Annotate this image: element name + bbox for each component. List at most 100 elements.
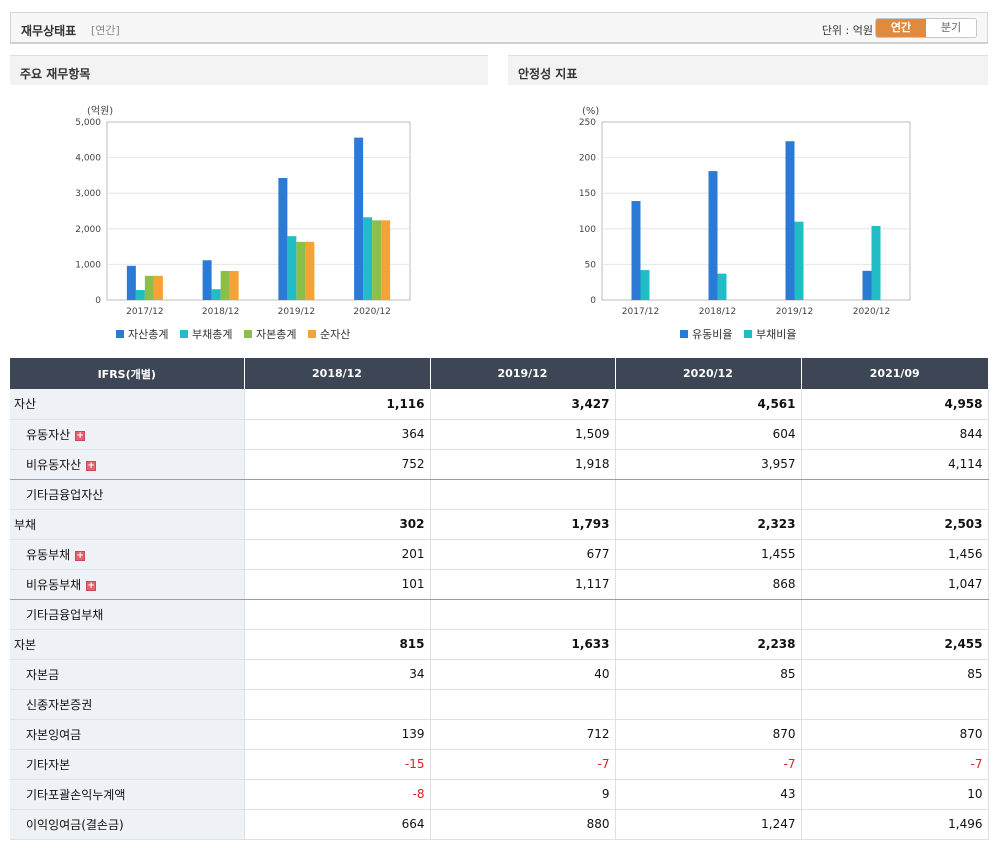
row-label-cell: 자산: [10, 389, 245, 420]
value-cell: 3,427: [430, 389, 616, 420]
legend-swatch: [744, 330, 752, 338]
value-cell: 880: [430, 809, 616, 840]
bar: [202, 260, 212, 300]
value-cell: 2,238: [615, 629, 802, 660]
value-cell: 364: [244, 419, 431, 450]
expand-plus-icon[interactable]: +: [86, 460, 97, 471]
legend-label: 자본총계: [256, 328, 296, 341]
value-cell: 85: [615, 659, 802, 690]
expand-plus-icon[interactable]: +: [75, 430, 86, 441]
value-cell: 712: [430, 719, 616, 750]
value-cell: [615, 599, 802, 630]
bar: [640, 270, 650, 300]
x-tick-label: 2020/12: [353, 307, 390, 317]
value-cell: 4,114: [801, 449, 989, 480]
value-cell: [801, 479, 989, 510]
value-cell: 2,455: [801, 629, 989, 660]
y-tick-label: 3,000: [75, 189, 101, 199]
x-tick-label: 2019/12: [776, 307, 813, 317]
stability-title: 안정성 지표: [508, 55, 988, 85]
legend-swatch: [308, 330, 316, 338]
y-tick-label: 150: [579, 189, 596, 199]
bar: [135, 290, 145, 300]
bar: [717, 273, 727, 300]
value-cell: -15: [244, 749, 431, 780]
value-cell: 1,793: [430, 509, 616, 540]
value-cell: 1,047: [801, 569, 989, 600]
bar: [153, 275, 163, 300]
row-label: 비유동자산: [26, 457, 82, 472]
annual-toggle-button[interactable]: 연간: [876, 19, 926, 37]
header-2020: 2020/12: [615, 358, 802, 389]
value-cell: -7: [801, 749, 989, 780]
bar: [126, 265, 136, 300]
value-cell: [244, 599, 431, 630]
value-cell: 4,561: [615, 389, 802, 420]
stability-panel: 안정성 지표 0 50 100 150 200 250 (%) 2017/12 2018/12 2…: [508, 55, 988, 350]
row-label-cell[interactable]: 비유동자산 +: [10, 449, 245, 480]
row-label: 기타포괄손익누계액: [26, 787, 126, 802]
row-label: 기타금융업자산: [26, 487, 104, 502]
value-cell: [244, 689, 431, 720]
value-cell: 1,633: [430, 629, 616, 660]
expand-plus-icon[interactable]: +: [86, 580, 97, 591]
y-axis-label: (%): [582, 106, 599, 117]
x-tick-label: 2019/12: [278, 307, 315, 317]
value-cell: 815: [244, 629, 431, 660]
table-row: 이익잉여금(결손금) 664 880 1,247 1,496: [10, 809, 989, 840]
y-tick-label: 5,000: [75, 118, 101, 128]
bar: [372, 220, 382, 300]
row-label-cell[interactable]: 유동부채 +: [10, 539, 245, 570]
value-cell: 43: [615, 779, 802, 810]
key-financials-panel: 주요 재무항목 0 1,000 2,000 3,000 4,000 5,000 (억원) 20…: [10, 55, 488, 350]
value-cell: 752: [244, 449, 431, 480]
row-label: 비유동부채: [26, 577, 82, 592]
value-cell: 85: [801, 659, 989, 690]
bar: [305, 241, 315, 300]
stability-chart: 0 50 100 150 200 250(%) 2017/12 2018/12 2019/12 2…: [579, 106, 911, 341]
legend-label: 부채비율: [756, 328, 796, 341]
bar: [229, 270, 239, 300]
x-tick-label: 2020/12: [853, 307, 890, 317]
header-2019: 2019/12: [430, 358, 616, 389]
bar: [363, 217, 373, 300]
table-row: 기타금융업부채: [10, 599, 989, 630]
y-tick-label: 0: [590, 296, 596, 306]
x-tick-label: 2017/12: [622, 307, 659, 317]
value-cell: -7: [615, 749, 802, 780]
row-label-cell[interactable]: 비유동부채 +: [10, 569, 245, 600]
value-cell: 1,456: [801, 539, 989, 570]
y-tick-label: 1,000: [75, 260, 101, 270]
row-label: 부채: [14, 517, 37, 532]
row-label-cell: 이익잉여금(결손금): [10, 809, 245, 840]
table-row: 자본잉여금 139 712 870 870: [10, 719, 989, 750]
row-label-cell: 기타포괄손익누계액: [10, 779, 245, 810]
value-cell: 870: [801, 719, 989, 750]
period-toggle[interactable]: 연간 분기: [875, 18, 977, 38]
value-cell: [615, 479, 802, 510]
table-row: 비유동자산 +752 1,918 3,957 4,114: [10, 449, 989, 480]
quarter-toggle-button[interactable]: 분기: [926, 19, 976, 37]
bar: [278, 177, 288, 300]
row-label-cell[interactable]: 유동자산 +: [10, 419, 245, 450]
table-row: 신종자본증권: [10, 689, 989, 720]
row-label: 신종자본증권: [26, 697, 93, 712]
value-cell: 302: [244, 509, 431, 540]
period-note: [연간]: [91, 24, 120, 37]
bar: [287, 236, 297, 300]
value-cell: 868: [615, 569, 802, 600]
value-cell: 101: [244, 569, 431, 600]
row-label: 유동자산: [26, 427, 71, 442]
value-cell: 604: [615, 419, 802, 450]
expand-plus-icon[interactable]: +: [75, 550, 86, 561]
row-label-cell: 자본: [10, 629, 245, 660]
value-cell: 664: [244, 809, 431, 840]
legend-swatch: [116, 330, 124, 338]
table-row: 비유동부채 +101 1,117 868 1,047: [10, 569, 989, 600]
table-row: 기타자본 -15 -7 -7 -7: [10, 749, 989, 780]
value-cell: 1,117: [430, 569, 616, 600]
table-row: 부채 302 1,793 2,323 2,503: [10, 509, 989, 540]
bar: [785, 141, 795, 300]
value-cell: [801, 689, 989, 720]
key-financials-chart: 0 1,000 2,000 3,000 4,000 5,000(억원) 2017/12 201…: [75, 105, 411, 341]
